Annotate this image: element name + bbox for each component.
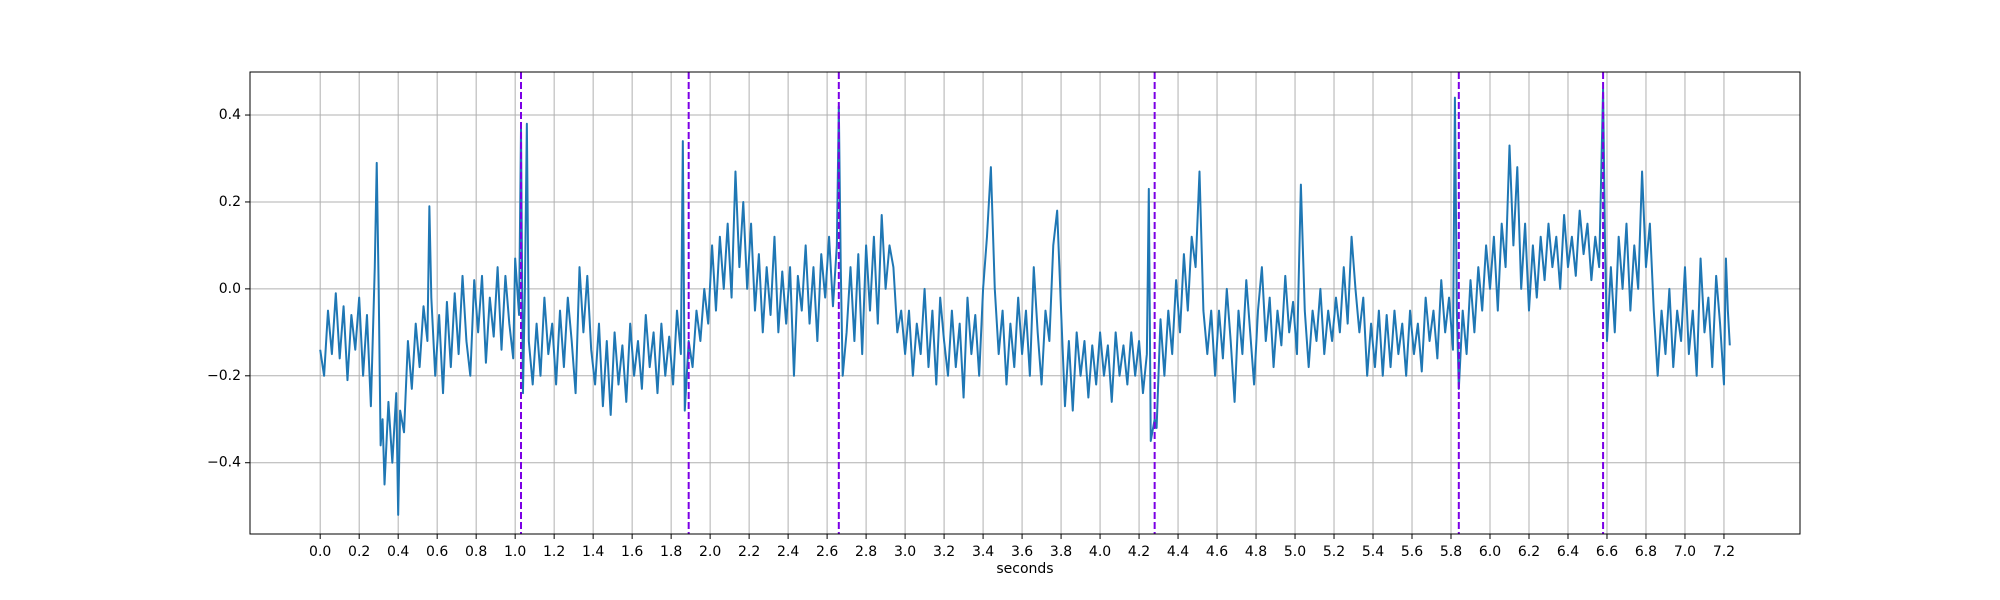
x-tick-label: 6.2 — [1518, 544, 1540, 560]
x-tick-label: 3.4 — [972, 544, 994, 560]
x-tick-label: 2.6 — [816, 544, 838, 560]
x-tick-label: 1.0 — [504, 544, 526, 560]
x-tick-label: 2.2 — [738, 544, 760, 560]
x-tick-label: 5.8 — [1440, 544, 1462, 560]
x-tick-label: 4.0 — [1089, 544, 1111, 560]
x-tick-label: 5.0 — [1284, 544, 1306, 560]
x-tick-label: 1.8 — [660, 544, 682, 560]
x-tick-label: 6.4 — [1557, 544, 1579, 560]
x-tick-label: 0.8 — [465, 544, 487, 560]
x-tick-label: 5.4 — [1362, 544, 1384, 560]
x-tick-label: 6.6 — [1596, 544, 1618, 560]
x-tick-label: 7.2 — [1713, 544, 1735, 560]
signal-line — [319, 87, 1731, 516]
x-tick-label: 0.4 — [387, 544, 409, 560]
x-tick-label: 0.2 — [348, 544, 370, 560]
x-tick-label: 5.6 — [1401, 544, 1423, 560]
x-tick-label: 2.4 — [777, 544, 799, 560]
x-tick-label: 1.4 — [582, 544, 604, 560]
x-tick-label: 7.0 — [1674, 544, 1696, 560]
x-tick-label: 0.6 — [426, 544, 448, 560]
x-tick-label: 6.0 — [1479, 544, 1501, 560]
x-tick-label: 4.6 — [1206, 544, 1228, 560]
axes-frame — [249, 71, 1801, 535]
x-tick-label: 6.8 — [1635, 544, 1657, 560]
y-tick-label: −0.4 — [207, 455, 241, 471]
plot-area — [319, 72, 1731, 534]
x-tick-label: 3.2 — [933, 544, 955, 560]
x-tick-label: 4.4 — [1167, 544, 1189, 560]
x-tick-label: 3.0 — [894, 544, 916, 560]
x-tick-label: 4.8 — [1245, 544, 1267, 560]
x-tick-label: 1.2 — [543, 544, 565, 560]
x-tick-label: 3.8 — [1050, 544, 1072, 560]
x-tick-label: 5.2 — [1323, 544, 1345, 560]
x-tick-label: 1.6 — [621, 544, 643, 560]
x-axis-label: seconds — [996, 561, 1053, 577]
x-tick-label: 2.8 — [855, 544, 877, 560]
x-tick-label: 3.6 — [1011, 544, 1033, 560]
y-tick-label: −0.2 — [207, 368, 241, 384]
y-tick-label: 0.4 — [219, 107, 241, 123]
y-tick-label: 0.2 — [219, 194, 241, 210]
x-tick-label: 2.0 — [699, 544, 721, 560]
x-tick-label: 4.2 — [1128, 544, 1150, 560]
y-tick-label: 0.0 — [219, 281, 241, 297]
x-tick-label: 0.0 — [309, 544, 331, 560]
grid — [250, 72, 1800, 534]
